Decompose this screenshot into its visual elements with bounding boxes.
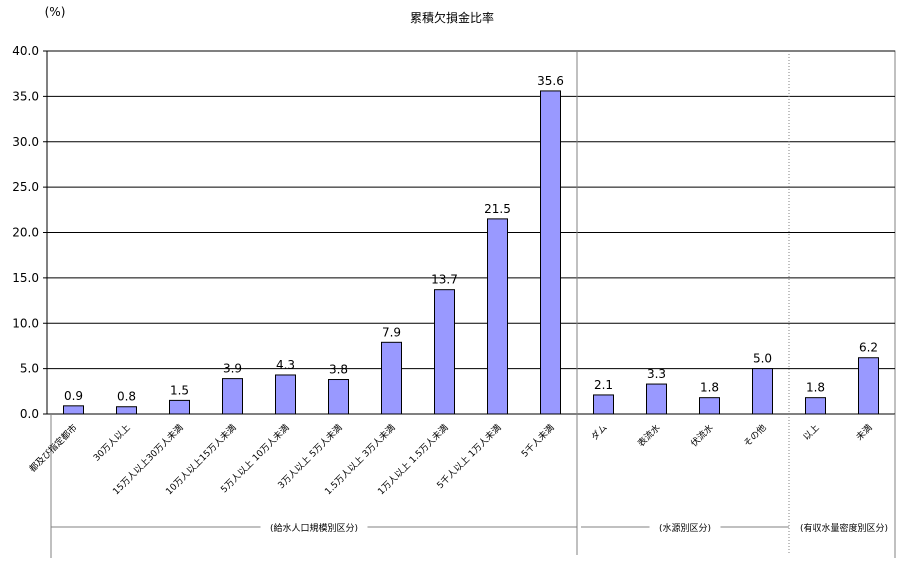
group-label: (有収水量密度別区分) — [800, 522, 888, 534]
data-label: 1.8 — [806, 381, 825, 395]
y-tick-label: 30.0 — [12, 135, 39, 149]
x-tick-label: 未満 — [853, 422, 874, 443]
data-label: 2.1 — [594, 378, 613, 392]
y-tick-label: 40.0 — [12, 44, 39, 58]
data-label: 3.8 — [329, 363, 348, 377]
data-label: 21.5 — [484, 202, 511, 216]
bar — [222, 378, 243, 415]
data-label: 7.9 — [382, 325, 401, 339]
x-tick-label: 伏流水 — [688, 422, 716, 450]
bar — [275, 374, 296, 415]
bar — [805, 397, 826, 415]
x-tick-label: 5千人未満 — [519, 422, 557, 460]
x-tick-label: 都及び指定都市 — [27, 422, 80, 475]
bar — [328, 379, 349, 415]
x-tick-label: その他 — [741, 422, 769, 450]
data-label: 4.3 — [276, 358, 295, 372]
x-tick-labels: 都及び指定都市 30万人以上15万人以上30万人未満10万人以上15万人未満5万人… — [27, 422, 875, 498]
bar — [434, 289, 455, 415]
bar — [487, 218, 508, 415]
data-label: 3.3 — [647, 367, 666, 381]
data-label: 3.9 — [223, 362, 242, 376]
bar — [699, 397, 720, 415]
data-label: 5.0 — [753, 352, 772, 366]
data-label: 0.8 — [117, 390, 136, 404]
group-labels: (給水人口規模別区分) (水源別区分) (有収水量密度別区分) — [51, 522, 888, 534]
group-label: (給水人口規模別区分) — [270, 522, 358, 534]
y-tick-labels: 0.0 5.0 10.0 15.0 20.0 25.0 30.0 35.0 40.0 — [12, 44, 39, 421]
bar — [169, 399, 190, 415]
y-tick-label: 15.0 — [12, 271, 39, 285]
bar — [540, 90, 561, 415]
bar — [858, 357, 879, 415]
data-labels: 0.9 0.8 1.5 3.9 4.3 3.8 7.9 13.7 21.5 35.6 2.1 3.3 1… — [64, 74, 878, 404]
bar — [752, 368, 773, 415]
data-label: 0.9 — [64, 389, 83, 403]
y-tick-label: 25.0 — [12, 180, 39, 194]
chart-title: 累積欠損金比率 — [410, 10, 494, 25]
y-tick-label: 5.0 — [20, 362, 39, 376]
bars — [63, 90, 879, 415]
gridlines — [43, 50, 896, 558]
data-label: 35.6 — [537, 74, 564, 88]
bar — [381, 341, 402, 415]
y-tick-label: 20.0 — [12, 226, 39, 240]
y-tick-label: 35.0 — [12, 89, 39, 103]
y-tick-label: 0.0 — [20, 407, 39, 421]
y-axis-unit: (%) — [45, 5, 66, 19]
y-tick-label: 10.0 — [12, 316, 39, 330]
x-tick-label: 表流水 — [635, 422, 663, 450]
group-label: (水源別区分) — [659, 522, 711, 534]
x-tick-label: ダム — [588, 422, 609, 443]
x-tick-label: 以上 — [801, 422, 822, 443]
x-tick-label: 30万人以上 — [91, 422, 132, 463]
bar — [593, 394, 614, 415]
data-label: 6.2 — [859, 341, 878, 355]
data-label: 1.5 — [170, 383, 189, 397]
data-label: 1.8 — [700, 381, 719, 395]
bar — [646, 383, 667, 415]
bar — [63, 405, 84, 415]
data-label: 13.7 — [431, 273, 458, 287]
bar — [116, 406, 137, 415]
